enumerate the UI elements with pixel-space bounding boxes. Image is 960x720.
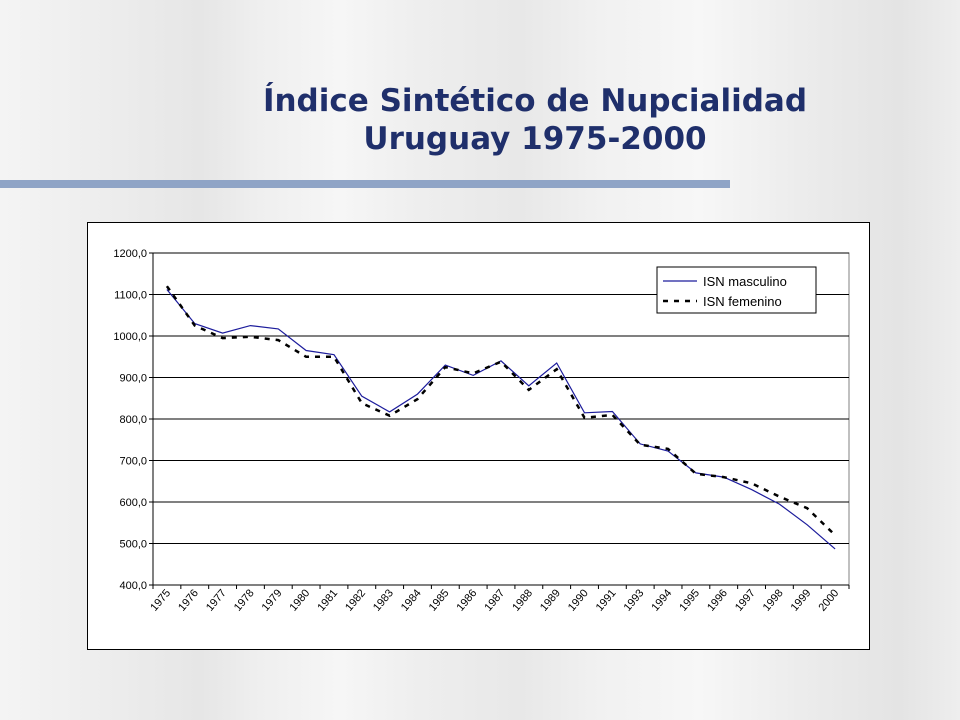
- y-tick-label: 1100,0: [114, 290, 147, 302]
- y-tick-label: 600,0: [119, 497, 147, 509]
- y-tick-label: 500,0: [119, 539, 147, 551]
- x-tick-label: 1990: [566, 587, 591, 613]
- x-tick-label: 1987: [482, 587, 507, 613]
- x-tick-label: 1975: [148, 587, 173, 613]
- x-tick-label: 1994: [649, 587, 674, 613]
- y-tick-label: 900,0: [119, 373, 147, 385]
- series-line-femenino: [165, 285, 836, 537]
- x-tick-label: 1978: [232, 587, 257, 613]
- y-tick-label: 800,0: [119, 414, 147, 426]
- x-tick-label: 1991: [594, 587, 619, 613]
- x-tick-label: 1993: [622, 587, 647, 613]
- x-tick-label: 1985: [427, 587, 452, 613]
- chart-frame: 400,0 500,0 600,0 700,0 800,0 900,0 1000,0 1100…: [87, 222, 870, 650]
- x-tick-label: 1997: [733, 587, 758, 613]
- x-tick-label: 1976: [176, 587, 201, 613]
- x-tick-label: 1999: [789, 587, 814, 613]
- line-chart: 400,0 500,0 600,0 700,0 800,0 900,0 1000,0 1100…: [113, 248, 850, 614]
- x-tick-label: 1981: [315, 587, 340, 613]
- title-line-2: Uruguay 1975-2000: [363, 121, 707, 157]
- legend-label: ISN femenino: [703, 294, 782, 309]
- x-tick-label: 1996: [705, 587, 730, 613]
- x-tick-label: 1986: [455, 587, 480, 613]
- y-tick-label: 700,0: [119, 456, 147, 468]
- x-tick-label: 1980: [287, 587, 312, 613]
- x-tick-label: 1988: [510, 587, 535, 613]
- x-tick-label: 1982: [343, 587, 368, 613]
- x-tick-label: 1977: [204, 587, 229, 613]
- y-tick-label: 1200,0: [113, 248, 147, 260]
- x-tick-label: 1984: [399, 587, 424, 613]
- y-tick-label: 1000,0: [113, 331, 147, 343]
- legend-box: [656, 266, 817, 314]
- x-tick-label: 1998: [761, 587, 786, 613]
- title-underline-rule: [0, 180, 730, 188]
- x-tick-label: 2000: [816, 587, 841, 613]
- x-tick-label: 1979: [260, 587, 285, 613]
- x-tick-label: 1989: [538, 587, 563, 613]
- y-tick-label: 400,0: [119, 580, 147, 592]
- slide-title: Índice Sintético de Nupcialidad Uruguay …: [215, 82, 855, 158]
- x-tick-label: 1983: [371, 587, 396, 613]
- legend-label: ISN masculino: [703, 274, 787, 289]
- title-line-1: Índice Sintético de Nupcialidad: [262, 83, 808, 119]
- x-tick-label: 1995: [677, 587, 702, 613]
